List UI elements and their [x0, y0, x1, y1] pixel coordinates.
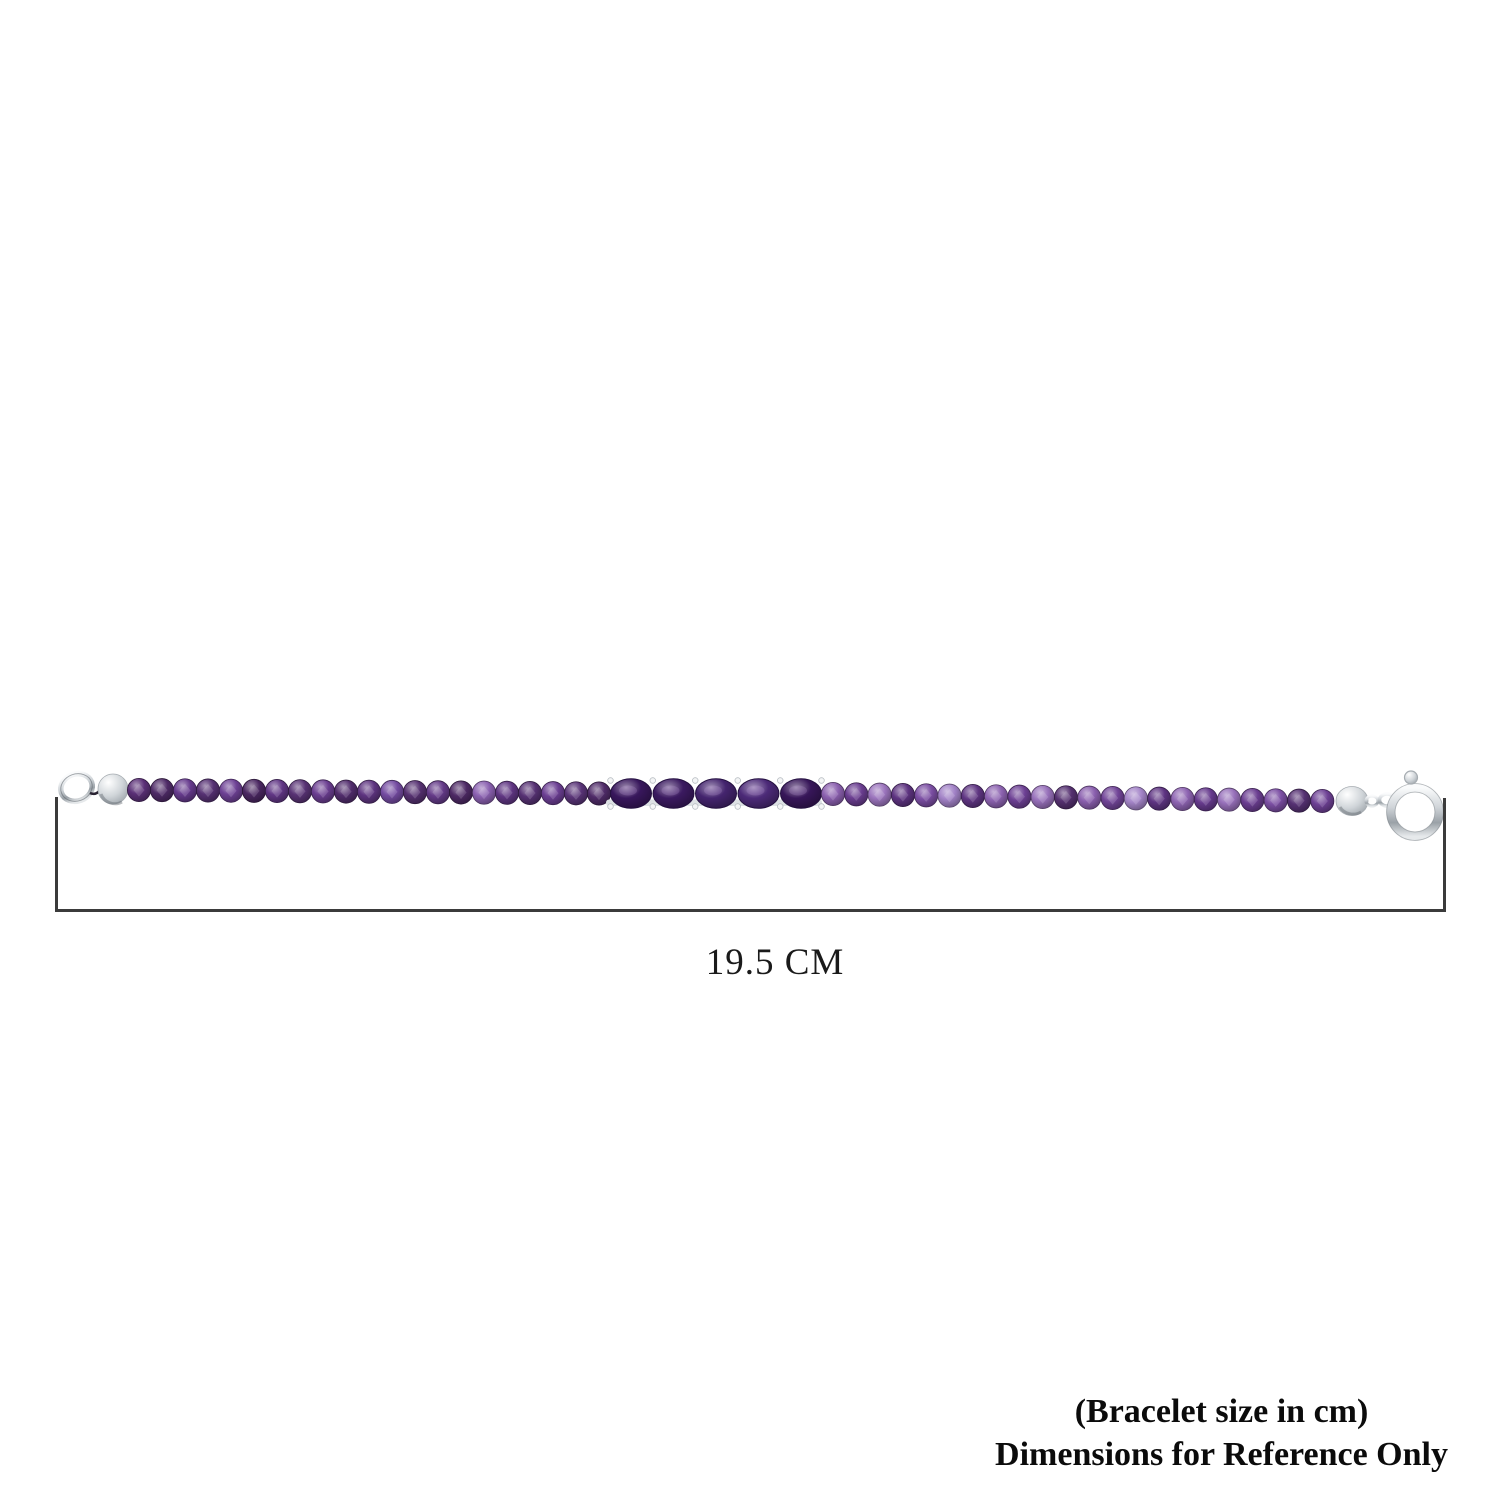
silver-bead-right [1335, 786, 1369, 816]
note-line-1: (Bracelet size in cm) [1074, 1393, 1369, 1430]
spring-ring-clasp [1386, 783, 1444, 841]
clasp-knob [1403, 770, 1419, 785]
note-line-2: Dimensions for Reference Only [995, 1436, 1448, 1473]
prong-dot [734, 777, 741, 784]
bracket-bottom-line [55, 909, 1446, 912]
size-note: (Bracelet size in cm) Dimensions for Ref… [995, 1390, 1448, 1476]
bracket-left-tick [55, 797, 58, 911]
bracelet-group [58, 770, 1444, 841]
prong-dot [649, 777, 656, 784]
bracket-right-tick [1443, 798, 1446, 911]
prong-dot [734, 803, 741, 810]
amethyst-oval-stone [652, 778, 695, 809]
jump-ring [58, 770, 95, 805]
amethyst-oval-stone [737, 778, 780, 809]
prong-dot [818, 803, 825, 810]
prong-dot [607, 777, 614, 784]
amethyst-bead [1310, 789, 1335, 814]
amethyst-oval-stone [610, 778, 652, 809]
prong-dot [649, 803, 656, 810]
prong-dot [777, 803, 784, 810]
prong-dot [777, 777, 784, 784]
measurement-label: 19.5 CM [705, 942, 845, 983]
amethyst-oval-stone [695, 778, 737, 809]
prong-dot [818, 777, 825, 784]
prong-dot [692, 777, 699, 784]
prong-dot [692, 803, 699, 810]
prong-dot [607, 803, 614, 810]
